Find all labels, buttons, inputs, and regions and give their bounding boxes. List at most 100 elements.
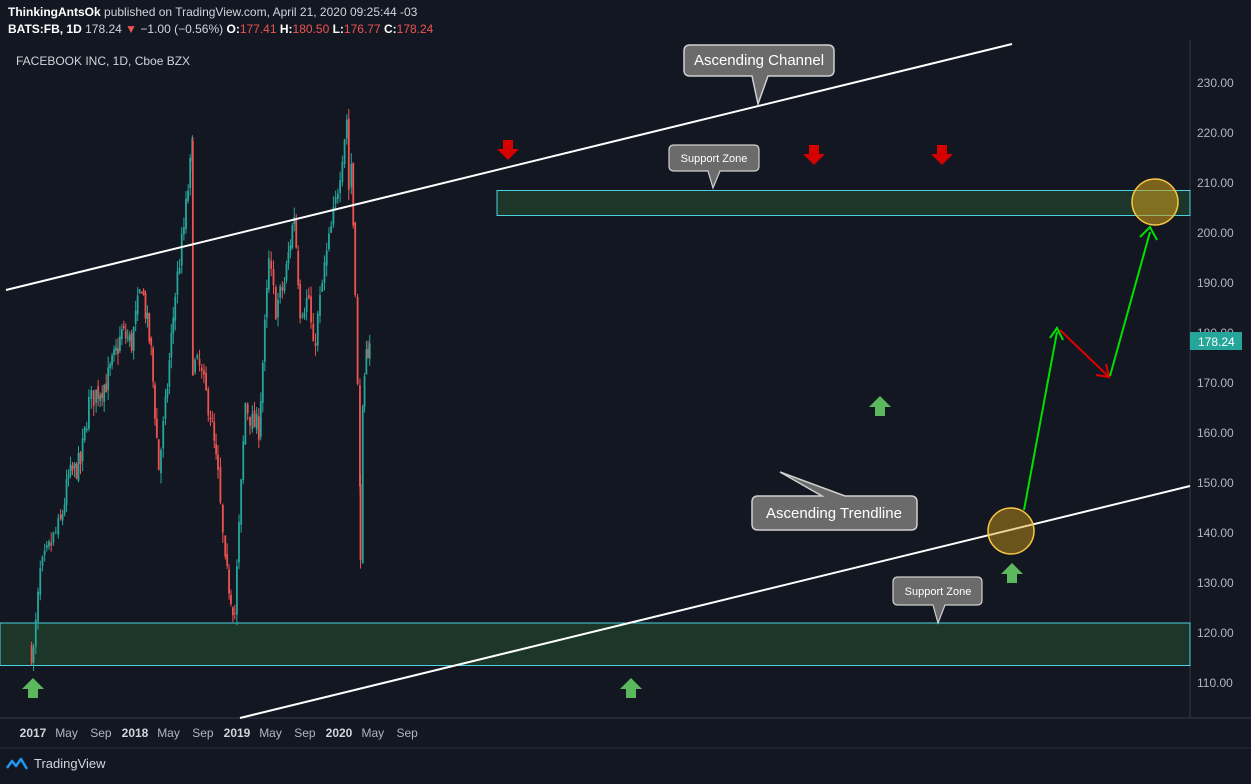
candle-body (155, 418, 158, 438)
candle-body (168, 360, 171, 388)
candle-body (166, 388, 169, 398)
candle-body (61, 514, 64, 521)
candle-body (178, 267, 181, 274)
candle-body (251, 413, 254, 430)
projection-up-2 (1109, 231, 1151, 377)
candle-body (368, 343, 371, 359)
ascending-trendline (239, 485, 1191, 719)
candle-body (259, 401, 262, 437)
candle-body (283, 282, 286, 292)
up-arrow-icon (22, 678, 44, 698)
last-price-label: 178.24 (1198, 335, 1235, 349)
candle-body (142, 290, 145, 295)
candle-body (92, 390, 95, 406)
candle-body (367, 348, 369, 358)
candle-body (325, 250, 328, 266)
candle-body (244, 403, 247, 445)
x-tick-label: 2020 (326, 726, 353, 740)
open-label: O: (226, 22, 240, 36)
candle-body (120, 329, 123, 340)
down-arrow-icon (803, 145, 825, 165)
ascending-channel-callout[interactable]: Ascending Channel (683, 44, 835, 107)
candle-body (50, 542, 53, 546)
y-tick-label: 190.00 (1197, 276, 1234, 290)
candle-body (146, 312, 149, 320)
high-value: 180.50 (292, 22, 330, 36)
footer-brand[interactable]: TradingView (6, 756, 106, 771)
candle-body (189, 158, 192, 189)
candle-body (101, 392, 104, 399)
candle-body (65, 479, 68, 506)
symbol-label[interactable]: BATS:FB, 1D (8, 22, 82, 36)
candle-body (111, 355, 113, 366)
author-name[interactable]: ThinkingAntsOk (8, 5, 101, 19)
candle-body (67, 474, 70, 479)
y-tick-label: 170.00 (1197, 376, 1234, 390)
candle-body (339, 180, 342, 194)
candle-body (172, 317, 175, 334)
candle-body (253, 410, 256, 428)
candle-body (37, 591, 39, 622)
down-triangle-icon: ▼ (125, 22, 138, 36)
x-tick-label: Sep (294, 726, 316, 740)
candle-body (160, 450, 162, 474)
candle-body (307, 295, 310, 299)
close-label: C: (383, 22, 397, 36)
up-arrow-icon (620, 678, 642, 698)
time-axis[interactable]: 2017 May Sep 2018 May Sep 2019 May Sep 2020 May Sep (20, 726, 419, 740)
candle-body (350, 163, 353, 188)
candle-body (136, 295, 139, 315)
candle-body (34, 619, 37, 647)
candle-body (215, 443, 218, 455)
projection-down (1059, 329, 1109, 377)
support-zone-upper-callout[interactable]: Support Zone (668, 144, 760, 190)
candle-body (235, 565, 238, 615)
candle-body (321, 282, 324, 292)
candle-body (154, 384, 156, 419)
candle-body (289, 245, 292, 252)
x-tick-label: May (157, 726, 180, 740)
projection-up-2-head (1139, 225, 1158, 241)
candle-body (359, 484, 362, 561)
x-tick-label: 2017 (20, 726, 47, 740)
candle-body (238, 522, 240, 563)
candle-body (219, 466, 222, 503)
last-price-tag: 178.24 (1190, 332, 1242, 350)
candle-body (185, 198, 187, 229)
candle-body (261, 363, 264, 403)
candle-body (48, 541, 50, 547)
candle-body (97, 386, 100, 399)
candle-body (128, 334, 131, 342)
candle-body (150, 338, 153, 346)
candle-body (81, 438, 84, 462)
candle-body (221, 504, 224, 533)
lower-support-zone (0, 622, 1191, 666)
candle-body (224, 535, 227, 557)
candle-body (57, 517, 60, 535)
candle-body (323, 262, 326, 283)
high-label: H: (279, 22, 293, 36)
x-tick-label: 2018 (122, 726, 149, 740)
candle-body (285, 263, 288, 281)
candle-body (347, 118, 350, 190)
ascending-trendline-callout[interactable]: Ascending Trendline (751, 471, 918, 531)
support-zone-lower-callout[interactable]: Support Zone (892, 576, 983, 625)
candle-body (140, 292, 143, 294)
candle-body (246, 404, 249, 414)
candle-body (365, 349, 368, 375)
channel-upper-line (5, 43, 1013, 291)
candle-body (130, 333, 133, 351)
candle-body (107, 367, 110, 390)
candle-body (336, 193, 339, 199)
y-tick-label: 150.00 (1197, 476, 1234, 490)
candle-body (144, 293, 147, 319)
candle-body (187, 190, 189, 202)
candle-body (90, 390, 93, 399)
candle-body (54, 531, 57, 533)
candle-body (43, 550, 46, 556)
up-arrow-icon (869, 396, 891, 416)
candle-body (59, 514, 62, 519)
tradingview-logo-icon (6, 757, 28, 770)
